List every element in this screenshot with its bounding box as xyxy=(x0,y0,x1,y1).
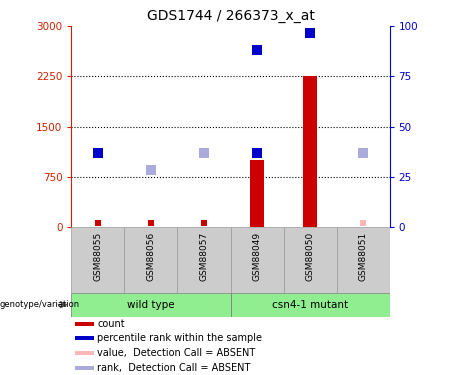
Bar xyxy=(75,336,95,340)
Text: value,  Detection Call = ABSENT: value, Detection Call = ABSENT xyxy=(97,348,255,358)
Text: genotype/variation: genotype/variation xyxy=(0,300,80,309)
Bar xyxy=(337,227,390,292)
Point xyxy=(306,220,313,226)
Bar xyxy=(75,322,95,326)
Point xyxy=(200,150,207,156)
Point xyxy=(359,150,366,156)
Text: percentile rank within the sample: percentile rank within the sample xyxy=(97,333,262,344)
Point xyxy=(254,46,261,53)
Bar xyxy=(71,227,124,292)
Text: csn4-1 mutant: csn4-1 mutant xyxy=(272,300,348,310)
Text: GSM88056: GSM88056 xyxy=(147,231,155,281)
Point xyxy=(148,167,155,173)
Point xyxy=(306,30,313,36)
Text: GDS1744 / 266373_x_at: GDS1744 / 266373_x_at xyxy=(147,9,314,23)
Point xyxy=(148,220,155,226)
Bar xyxy=(75,366,95,370)
Text: wild type: wild type xyxy=(127,300,175,310)
Point xyxy=(254,150,261,156)
Point xyxy=(359,220,366,226)
Bar xyxy=(230,292,390,317)
Point xyxy=(254,220,261,226)
Bar xyxy=(177,227,230,292)
Text: rank,  Detection Call = ABSENT: rank, Detection Call = ABSENT xyxy=(97,363,250,373)
Bar xyxy=(230,227,284,292)
Text: GSM88049: GSM88049 xyxy=(253,231,261,280)
Text: count: count xyxy=(97,319,124,329)
Point xyxy=(94,220,101,226)
Bar xyxy=(284,227,337,292)
Bar xyxy=(71,292,230,317)
Text: GSM88051: GSM88051 xyxy=(359,231,367,281)
Bar xyxy=(303,76,317,227)
Text: GSM88055: GSM88055 xyxy=(94,231,102,281)
Bar xyxy=(124,227,177,292)
Point xyxy=(200,220,207,226)
Point xyxy=(94,150,101,156)
Text: GSM88057: GSM88057 xyxy=(200,231,208,281)
Text: GSM88050: GSM88050 xyxy=(306,231,314,281)
Bar xyxy=(75,351,95,355)
Bar xyxy=(250,160,264,227)
